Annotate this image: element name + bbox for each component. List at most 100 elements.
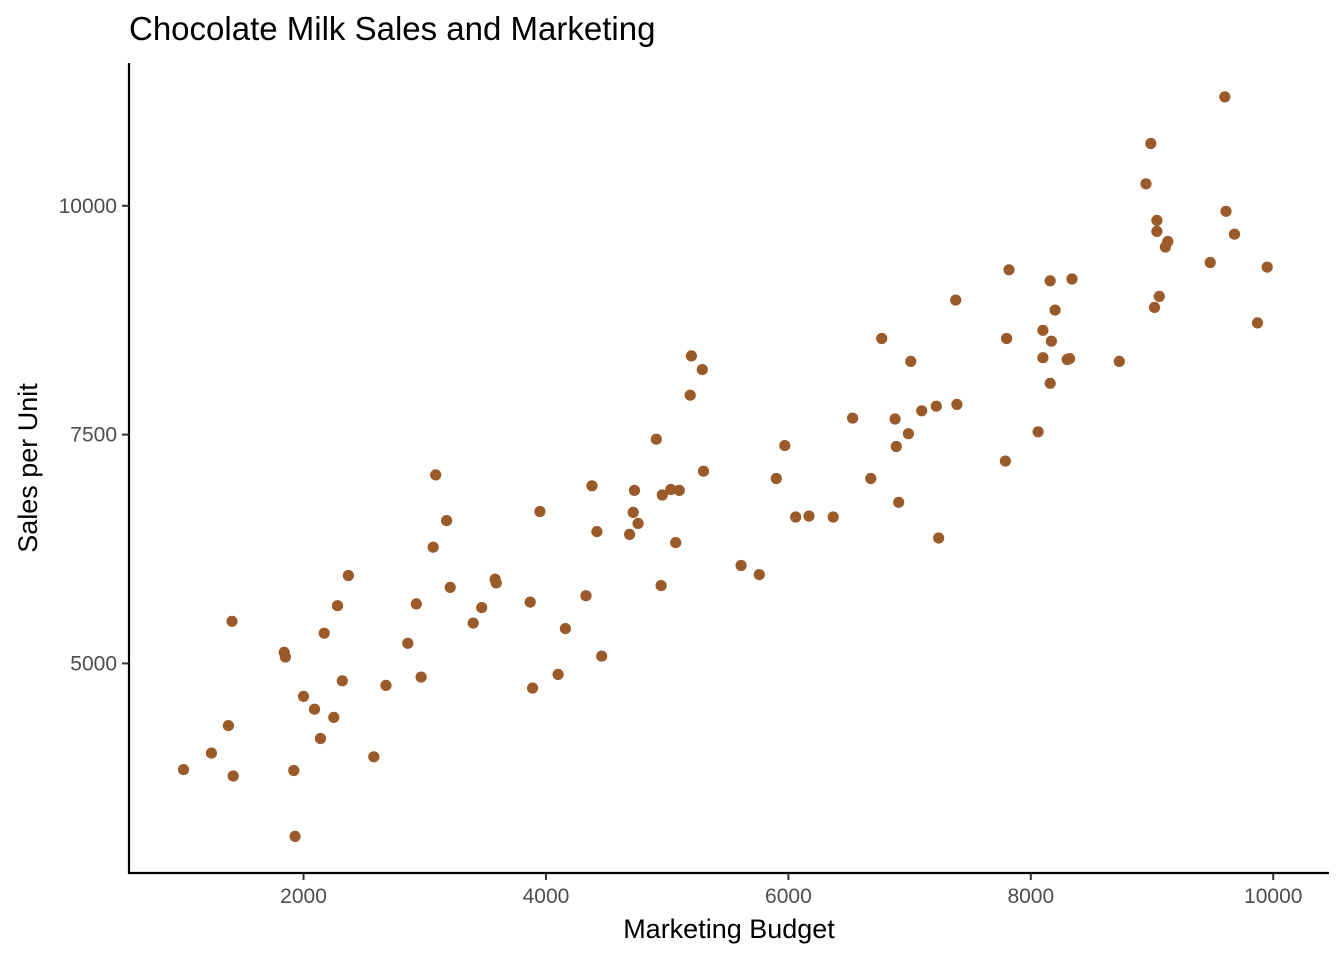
data-point [865,472,877,485]
data-point [314,732,327,745]
y-tick-label: 10000 [59,195,117,218]
data-point [226,615,238,627]
data-point [779,440,791,452]
data-point [889,413,901,425]
data-point [222,720,234,732]
data-point [1037,324,1049,336]
data-point [685,350,698,362]
data-point [368,751,380,763]
data-point [627,506,639,518]
data-point [552,668,564,681]
data-point [205,747,217,759]
data-point [1032,426,1044,438]
data-point [673,484,685,496]
x-tick-label: 4000 [523,885,570,908]
y-tick-label: 7500 [70,424,117,447]
data-point [1045,335,1057,347]
data-point [1001,332,1013,345]
data-point [289,830,301,843]
data-point [415,671,427,683]
data-point [1151,214,1163,226]
data-point [297,690,310,703]
data-point [893,496,905,508]
data-point [279,651,291,663]
data-point [441,515,453,527]
data-point [524,596,536,608]
data-point [905,355,917,367]
data-point [916,405,928,417]
y-axis-title: Sales per Unit [13,383,43,553]
data-point [586,480,598,492]
data-point [847,412,859,424]
data-point [177,764,190,776]
data-point [1044,275,1056,287]
data-point [1037,352,1049,364]
data-point [402,637,414,649]
data-point [1145,137,1157,150]
data-point [444,581,456,594]
data-point [1251,317,1264,329]
data-point [1148,301,1161,313]
data-point [328,711,340,724]
data-point [827,511,839,523]
x-tick-label: 2000 [280,885,327,908]
data-point [1219,91,1231,103]
data-point [1151,225,1163,237]
data-point [632,517,644,530]
data-point [227,770,239,782]
data-point [331,600,344,612]
data-point [336,675,348,687]
data-point [476,602,488,614]
data-point [665,483,677,496]
y-tick-label: 5000 [70,652,117,675]
data-point [427,541,439,553]
data-point [624,528,636,541]
data-point [770,472,782,485]
chart-title: Chocolate Milk Sales and Marketing [129,10,655,47]
data-point [1066,273,1078,285]
data-point [288,764,300,777]
plot-area [177,91,1273,843]
data-point [580,590,592,602]
data-point [650,433,662,445]
data-point [1140,178,1152,190]
data-point [930,400,942,412]
data-point [1220,205,1232,217]
data-point [890,440,902,453]
y-axis-ticks: 5000 7500 10000 [59,195,129,675]
data-point [467,617,479,629]
data-point [684,389,696,401]
data-point [933,532,945,544]
x-tick-label: 6000 [765,885,812,908]
data-point [902,428,915,440]
x-tick-label: 10000 [1244,885,1302,908]
x-tick-label: 8000 [1007,885,1054,908]
data-point [534,505,546,518]
data-point [308,703,321,715]
data-point [1113,355,1125,367]
x-axis-title: Marketing Budget [623,914,835,944]
data-point [591,526,603,538]
data-point [430,469,442,481]
data-point [628,484,641,496]
data-point [1261,261,1273,273]
data-point [410,598,422,610]
data-point [490,577,502,589]
data-point [655,580,667,592]
data-point [670,537,682,549]
data-point [1162,235,1174,248]
data-point [876,332,888,345]
data-point [380,679,392,692]
data-point [735,559,747,572]
data-point [1049,304,1061,316]
data-point [318,627,330,639]
data-point [342,569,354,582]
x-axis-ticks: 2000 4000 6000 8000 10000 [280,873,1302,908]
data-point [803,510,815,522]
data-point [527,682,539,694]
data-point [951,398,963,410]
data-point [1044,377,1056,389]
data-point [696,364,708,376]
data-point [559,623,572,635]
